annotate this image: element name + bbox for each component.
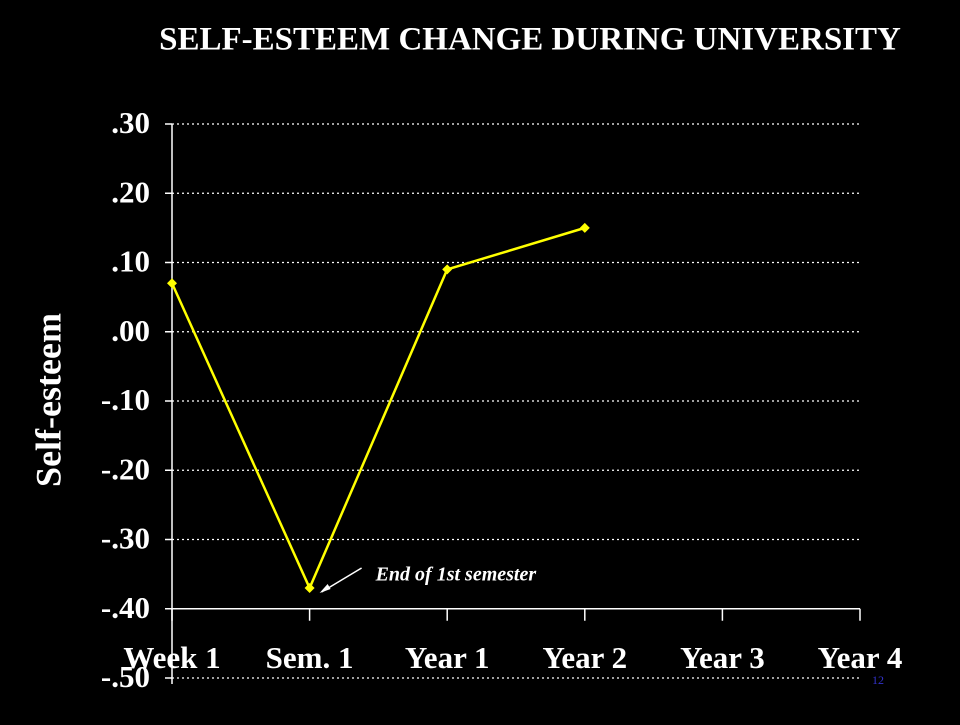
marker [579,222,590,233]
annotation-arrowhead [319,583,331,593]
y-tick-label: -.40 [101,590,150,625]
marker [167,278,177,289]
y-tick-label: -.20 [101,451,150,486]
annotation: End of 1st semester [375,564,537,586]
x-tick-label: Year 3 [680,640,765,675]
slide-number: 12 [872,673,884,687]
y-tick-label: -.50 [101,659,150,694]
y-tick-label: -.30 [101,521,150,556]
y-tick-label: .10 [111,244,150,279]
x-tick-label: Year 1 [405,640,490,675]
x-tick-label: Year 4 [818,640,903,675]
chart-title: SELF-ESTEEM CHANGE DURING UNIVERSITY [159,22,901,58]
y-tick-label: .30 [111,105,150,140]
y-axis-label: Self-esteem [28,313,68,487]
y-tick-label: .00 [111,313,150,348]
x-tick-label: Sem. 1 [266,640,354,675]
line [170,226,586,592]
x-tick-label: Year 2 [542,640,627,675]
x-tick-label: Week 1 [123,640,220,675]
marker [442,264,453,275]
y-tick-label: -.10 [101,382,150,417]
y-tick-label: .20 [111,174,150,209]
marker [304,582,315,593]
